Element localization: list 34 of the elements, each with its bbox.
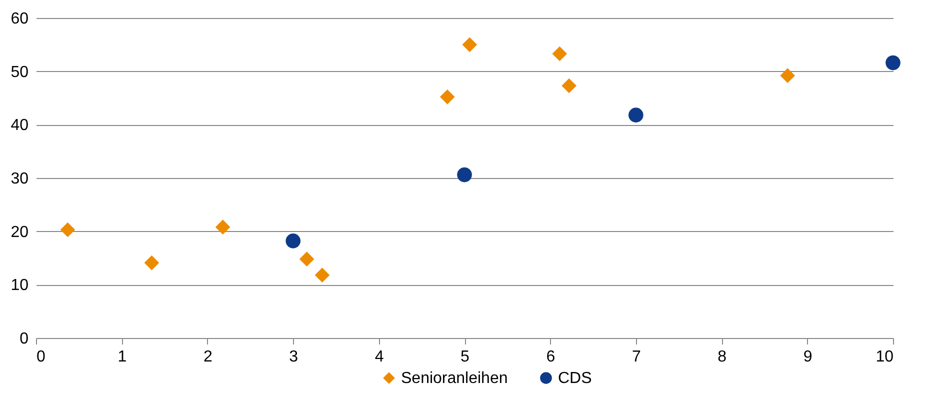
point [144,255,160,270]
x-tick-label: 6 [546,348,556,366]
point [628,108,644,122]
x-tick-label: 10 [876,348,894,366]
x-tick-label: 1 [118,348,127,366]
x-tick-label: 0 [36,348,46,366]
x-tick-label: 7 [632,348,641,366]
y-tick-label: 0 [20,330,29,348]
x-tick-label: 8 [718,348,727,366]
point [886,55,900,70]
x-tick-label: 9 [803,348,812,366]
point [215,220,230,234]
point [552,46,568,62]
x-tick-label: 2 [203,348,212,366]
point [60,222,76,238]
y-tick-label: 40 [10,117,29,134]
y-tick-label: 20 [10,224,29,241]
point [314,268,330,282]
point [462,37,478,52]
point [562,78,576,94]
y-tick-label: 60 [10,10,29,28]
x-tick-label: 5 [460,348,470,366]
x-tick-label: 3 [289,348,298,366]
point [299,252,314,266]
y-tick-label: 30 [10,170,29,188]
point [440,90,455,104]
y-tick-label: 50 [10,64,29,81]
y-tick-label: 10 [10,277,29,294]
point [286,234,301,248]
legend-label: Senioranleihen [401,370,508,387]
point [780,68,796,84]
legend-label: CDS [558,370,592,387]
x-tick-label: 4 [374,348,384,366]
point [457,167,472,182]
